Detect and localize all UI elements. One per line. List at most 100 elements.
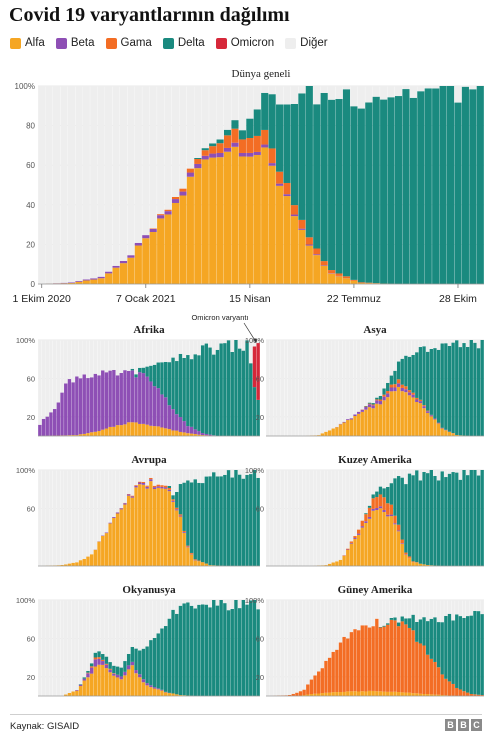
bar-segment-other xyxy=(167,470,172,486)
bar-segment-other xyxy=(291,340,295,436)
bar-segment xyxy=(455,340,459,435)
bar-segment xyxy=(119,508,123,510)
bar-segment xyxy=(201,148,209,151)
bar-segment xyxy=(306,694,310,696)
bar-segment xyxy=(64,694,68,696)
chart-panel: 20 60 100% Asya xyxy=(245,324,484,437)
bar-segment-other xyxy=(163,600,168,627)
bar-segment xyxy=(290,104,299,206)
bar-segment xyxy=(186,545,190,547)
legend-item: Omicron xyxy=(215,37,274,49)
bar-segment xyxy=(429,416,433,436)
bar-segment-other xyxy=(245,600,249,605)
bar-segment xyxy=(160,488,164,566)
bar-segment-other xyxy=(230,600,234,609)
bar-segment xyxy=(86,556,90,566)
bar-segment-other xyxy=(418,470,423,481)
legend-label: Delta xyxy=(177,37,205,49)
bar-segment-other xyxy=(440,600,444,623)
bar-segment-other xyxy=(104,470,109,533)
bar-segment-other xyxy=(182,340,186,358)
legend-swatch xyxy=(55,37,67,49)
bar-segment-other xyxy=(447,470,452,474)
bar-segment-other xyxy=(237,600,242,609)
bar-segment xyxy=(237,348,242,436)
bar-segment xyxy=(480,695,484,696)
bar-segment xyxy=(171,500,175,502)
bar-segment-other xyxy=(422,470,426,473)
bar-segment xyxy=(186,168,194,173)
bar-segment-other xyxy=(342,86,351,90)
bar-segment-other xyxy=(49,470,53,566)
bar-segment-other xyxy=(60,340,64,393)
bar-segment xyxy=(396,361,401,380)
bar-segment xyxy=(216,139,224,144)
bar-segment-other xyxy=(89,470,94,555)
bar-segment xyxy=(440,471,444,566)
bar-segment xyxy=(261,147,269,284)
bar-segment xyxy=(141,482,146,483)
bar-segment xyxy=(145,683,149,686)
bar-segment xyxy=(212,472,216,566)
bar-segment xyxy=(386,514,390,517)
bar-segment xyxy=(378,627,383,692)
bar-segment-other xyxy=(273,600,277,696)
bar-segment xyxy=(440,427,444,429)
bar-segment-other xyxy=(41,340,46,419)
bar-segment xyxy=(138,423,142,436)
bar-segment xyxy=(194,163,202,169)
bar-segment-other xyxy=(317,470,321,566)
bar-segment-other xyxy=(375,600,379,619)
bar-segment xyxy=(246,152,254,157)
bar-segment xyxy=(82,558,86,566)
bar-segment xyxy=(104,656,109,664)
bar-segment xyxy=(365,283,373,284)
bar-segment xyxy=(138,367,142,373)
legend-swatch xyxy=(162,37,174,49)
bar-segment-other xyxy=(346,470,350,549)
bar-segment xyxy=(219,476,223,566)
bar-segment xyxy=(439,86,447,284)
bar-segment xyxy=(378,486,383,495)
bar-segment xyxy=(115,513,120,566)
bar-segment xyxy=(97,431,101,436)
bar-segment xyxy=(149,687,153,696)
bar-segment xyxy=(451,342,455,434)
bar-segment-other xyxy=(152,600,157,638)
x-tick-label: 28 Ekim xyxy=(439,293,477,305)
bar-segment xyxy=(226,340,231,436)
bar-segment-other xyxy=(41,470,46,566)
legend: Alfa Beta Gama Delta Omicron Diğer xyxy=(10,37,339,49)
bar-segment-other xyxy=(126,600,131,654)
bar-segment xyxy=(418,480,423,564)
bar-segment xyxy=(163,487,168,489)
bar-segment xyxy=(245,474,249,566)
bar-segment xyxy=(119,667,123,677)
bar-segment-other xyxy=(476,600,481,612)
bar-segment xyxy=(349,632,354,692)
bar-segment xyxy=(204,604,209,696)
bar-segment-other xyxy=(194,86,202,158)
bar-segment xyxy=(186,546,190,548)
bar-segment xyxy=(364,625,368,692)
bar-segment xyxy=(335,273,343,276)
bar-segment xyxy=(400,358,404,385)
bar-segment xyxy=(89,554,94,566)
bar-segment-other xyxy=(331,470,335,563)
bar-segment xyxy=(182,421,186,433)
bar-segment-other xyxy=(473,340,477,343)
bar-segment-other xyxy=(266,600,270,696)
bar-segment xyxy=(230,351,234,436)
bar-segment xyxy=(97,651,101,658)
bar-segment xyxy=(447,345,452,432)
bar-segment xyxy=(38,424,42,436)
bar-segment xyxy=(393,620,397,692)
bar-segment-other xyxy=(436,470,441,481)
bar-segment-other xyxy=(422,600,426,618)
y-tick-label: 20 xyxy=(27,413,35,422)
bar-segment xyxy=(163,626,168,692)
bar-segment-other xyxy=(426,600,430,622)
bar-segment xyxy=(375,510,379,566)
bar-segment xyxy=(367,516,372,519)
bar-segment-other xyxy=(422,340,426,347)
